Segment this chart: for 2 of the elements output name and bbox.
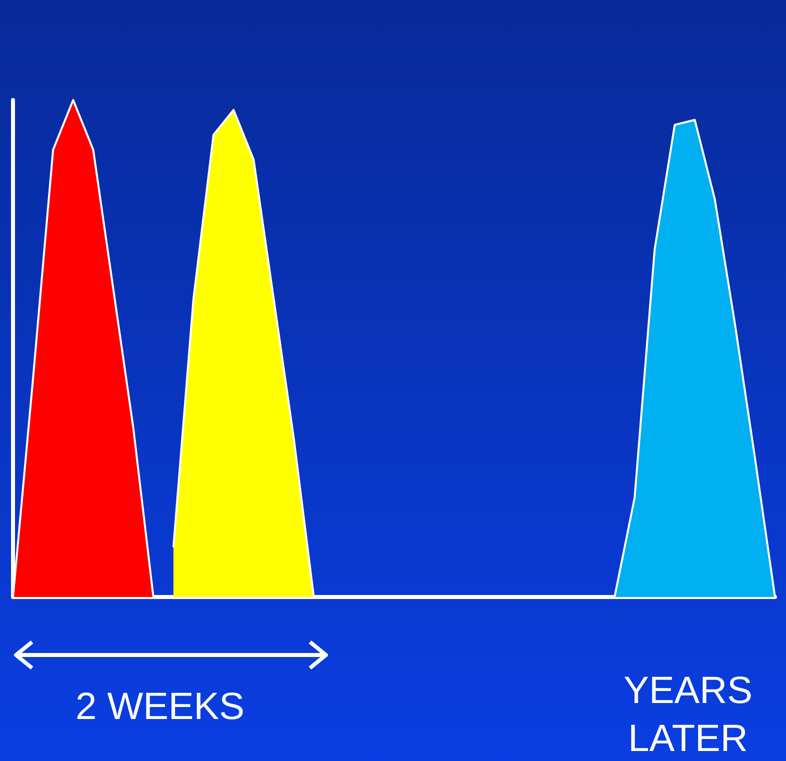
text: YEARS LATER [624,670,752,760]
text: 2 WEEKS [76,686,244,728]
